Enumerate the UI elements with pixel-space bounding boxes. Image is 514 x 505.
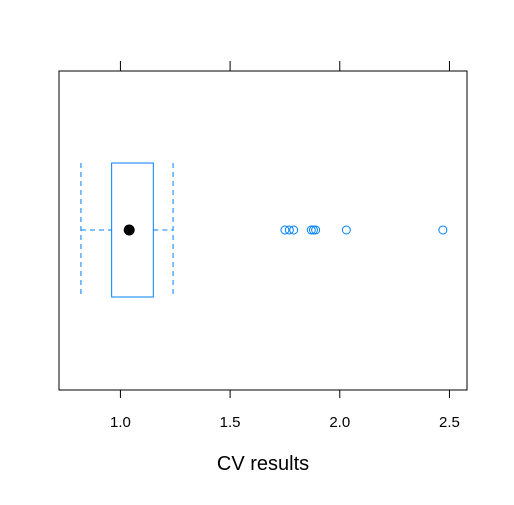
outlier-point (306, 225, 316, 235)
outlier-point (284, 225, 294, 235)
x-axis-top-ticks (119, 61, 450, 71)
plot-frame (58, 70, 468, 391)
outlier-point (280, 225, 290, 235)
outlier-point (438, 225, 448, 235)
x-axis-label: CV results (217, 453, 309, 475)
x-tick-label: 1.5 (220, 414, 241, 431)
interquartile-box (111, 162, 154, 298)
outlier-point (289, 225, 299, 235)
x-axis-bottom-ticks: 1.0 1.5 2.0 2.5 (110, 390, 460, 431)
outlier-points (280, 225, 448, 235)
outlier-point (341, 225, 351, 235)
outlier-point (308, 225, 318, 235)
median-dot (123, 224, 135, 236)
outlier-point (311, 225, 321, 235)
x-tick-label: 1.0 (110, 414, 131, 431)
boxplot (80, 162, 174, 298)
x-tick-label: 2.0 (329, 414, 350, 431)
x-tick-label: 2.5 (439, 414, 460, 431)
